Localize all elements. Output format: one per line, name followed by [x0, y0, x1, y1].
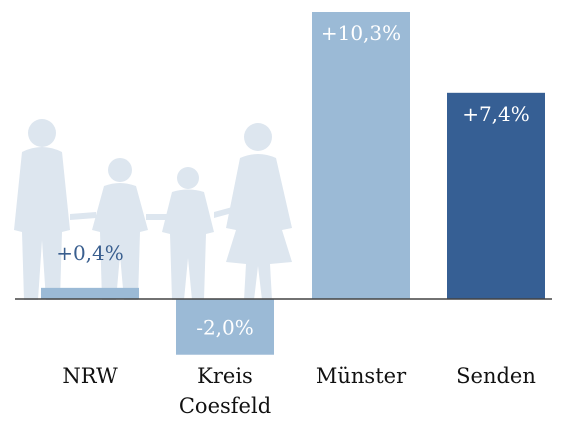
page: +0,4%-2,0%+10,3%+7,4% (() => { const dat…	[0, 0, 566, 416]
bar	[312, 12, 410, 299]
category-label: Kreis Coesfeld	[165, 361, 285, 421]
chart: +0,4% -2,0% +10,3% +7,4%	[0, 0, 566, 416]
category-label: Münster	[301, 361, 421, 391]
category-label: NRW	[30, 361, 150, 391]
value-label: -2,0%	[196, 316, 254, 340]
value-label: +7,4%	[462, 102, 530, 126]
value-label: +10,3%	[321, 21, 401, 45]
value-label: +0,4%	[56, 241, 124, 265]
category-label: Senden	[436, 361, 556, 391]
bar	[41, 288, 139, 299]
family-silhouette	[14, 119, 292, 300]
